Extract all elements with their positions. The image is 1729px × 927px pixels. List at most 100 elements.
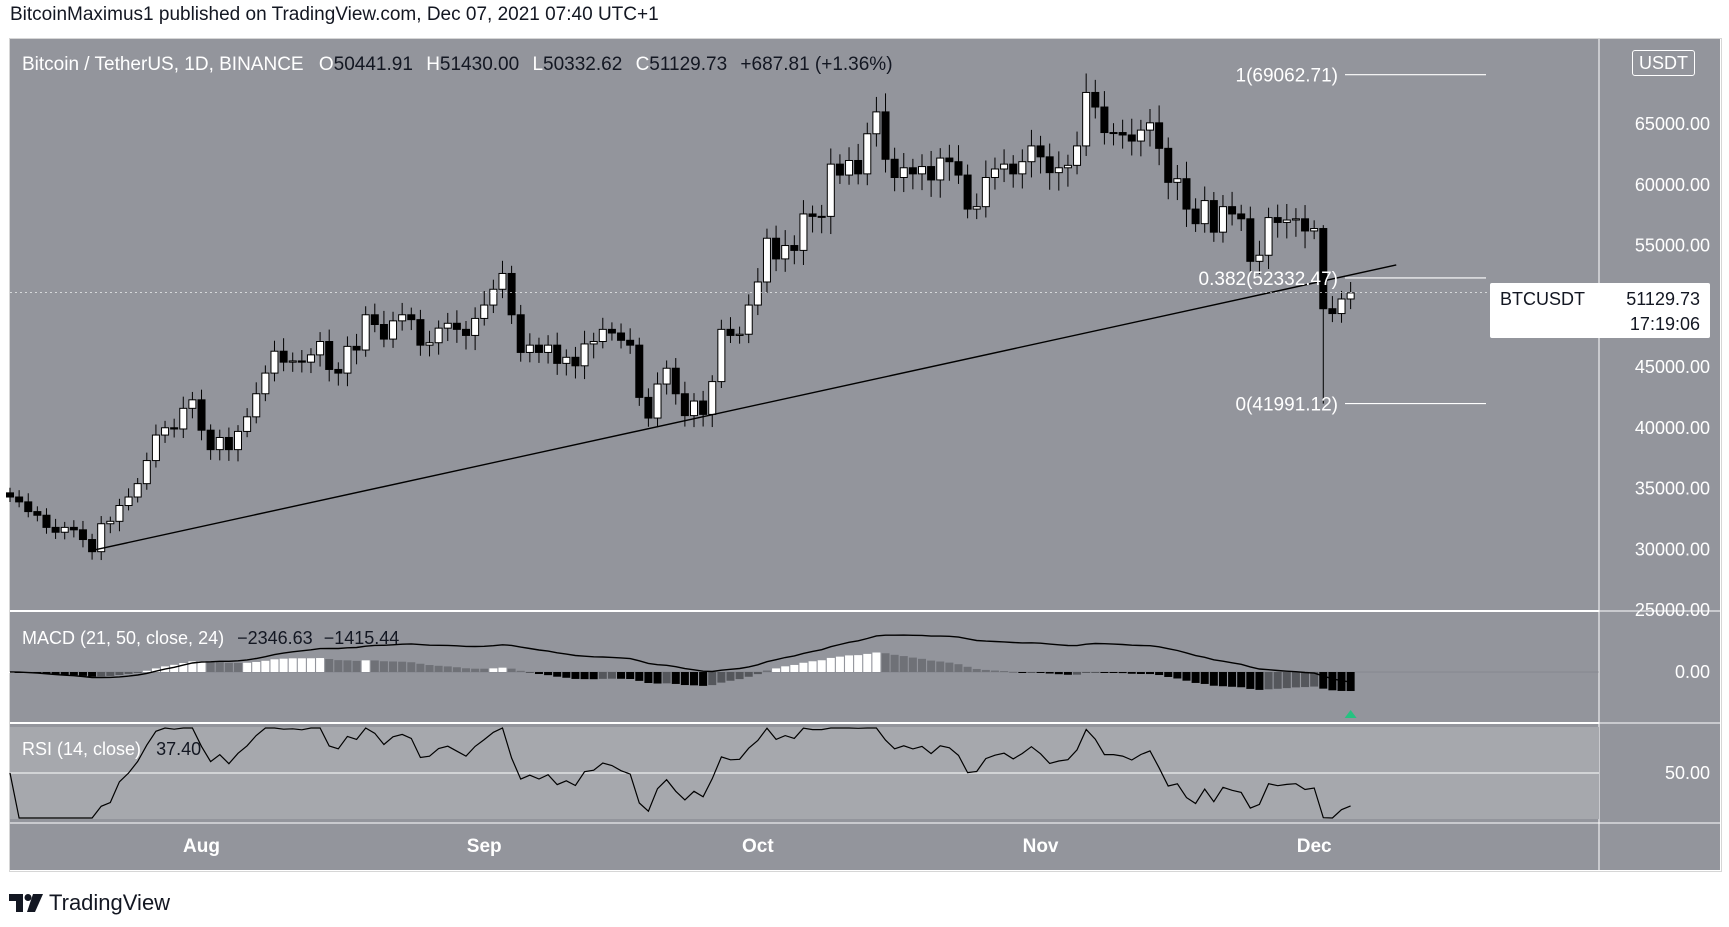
macd-histogram-bar [1155, 672, 1164, 676]
bull-candle [690, 400, 698, 417]
macd-histogram-bar [243, 662, 252, 672]
change-value: +687.81 (+1.36%) [740, 54, 893, 75]
macd-histogram-bar [480, 668, 489, 672]
bull-candle [398, 314, 407, 322]
macd-histogram-bar [179, 662, 188, 672]
bear-candle [699, 400, 708, 415]
y-tick-label: 65000.00 [1635, 114, 1710, 134]
y-tick-label: 30000.00 [1635, 539, 1710, 559]
bear-candle [571, 356, 580, 367]
macd-histogram-bar [407, 662, 416, 672]
macd-histogram-bar [525, 672, 534, 673]
bull-candle [489, 288, 498, 306]
macd-histogram-bar [316, 658, 325, 672]
macd-histogram-bar [589, 672, 598, 680]
ohlc-legend: Bitcoin / TetherUS, 1D, BINANCE O50441.9… [22, 54, 893, 76]
macd-histogram-bar [334, 660, 343, 672]
bull-candle [252, 393, 261, 418]
fib-level-0-label: 0(41991.12) [1236, 395, 1338, 416]
macd-histogram-bar [1136, 672, 1145, 675]
bear-candle [279, 350, 288, 363]
bull-candle [781, 245, 790, 260]
close-value: 51129.73 [649, 54, 728, 75]
bear-candle [854, 159, 863, 175]
bear-candle [881, 111, 890, 160]
macd-histogram-bar [735, 672, 744, 680]
bear-candle [1191, 208, 1200, 225]
bull-candle [753, 281, 762, 306]
bear-candle [835, 163, 844, 176]
macd-histogram-bar [1264, 672, 1273, 690]
macd-histogram-bar [845, 655, 854, 672]
bull-candle [799, 213, 808, 251]
tradingview-brand: TradingView [49, 890, 171, 915]
macd-histogram-bar [772, 668, 781, 672]
bull-candle [1218, 206, 1227, 233]
macd-histogram-bar [434, 665, 443, 672]
bear-candle [927, 166, 936, 181]
currency-badge[interactable]: USDT [1632, 50, 1695, 76]
bear-candle [1209, 200, 1218, 233]
time-axis-pane [10, 822, 1599, 870]
macd-histogram-bar [1146, 672, 1154, 675]
macd-histogram-bar [835, 656, 844, 672]
bull-candle [124, 496, 133, 507]
macd-histogram-bar [1337, 672, 1346, 691]
macd-histogram-bar [708, 672, 717, 686]
bull-candle [1255, 254, 1264, 262]
macd-histogram-bar [781, 666, 790, 672]
macd-histogram-bar [662, 672, 671, 684]
price-pane [10, 39, 1599, 610]
bear-candle [607, 328, 616, 334]
macd-histogram-bar [252, 661, 261, 672]
macd-histogram-bar [1045, 672, 1054, 674]
x-tick-label: Sep [467, 836, 502, 857]
macd-histogram-bar [1200, 672, 1209, 684]
macd-histogram-bar [690, 672, 698, 686]
macd-title: MACD (21, 50, close, 24) [22, 628, 225, 648]
bull-candle [863, 133, 872, 175]
bull-candle [1146, 122, 1154, 131]
macd-histogram-bar [115, 672, 124, 676]
bull-candle [598, 328, 607, 343]
bear-candle [1301, 218, 1310, 232]
bear-candle [1328, 308, 1337, 315]
macd-histogram-bar [963, 666, 972, 672]
y-tick-label: 35000.00 [1635, 479, 1710, 499]
bull-candle [151, 434, 160, 462]
macd-histogram-bar [1310, 672, 1319, 687]
macd-histogram-bar [1091, 672, 1100, 673]
bear-candle [33, 511, 42, 516]
bull-candle [106, 520, 115, 525]
macd-histogram-bar [653, 672, 662, 684]
macd-histogram-bar [671, 672, 680, 684]
bear-candle [644, 396, 653, 419]
bull-candle [306, 354, 315, 363]
macd-histogram-bar [498, 667, 507, 672]
macd-histogram-bar [343, 660, 352, 672]
macd-histogram-bar [1118, 672, 1127, 674]
macd-histogram-bar [607, 672, 616, 679]
bear-candle [334, 368, 343, 374]
bear-candle [671, 367, 680, 395]
macd-histogram-bar [927, 660, 936, 672]
price-tag-countdown: 17:19:06 [1629, 314, 1700, 334]
bear-candle [197, 399, 206, 431]
bull-candle [544, 344, 553, 353]
macd-histogram-bar [124, 672, 133, 674]
macd-histogram-bar [626, 672, 635, 679]
bull-candle [1291, 218, 1300, 221]
bull-candle [918, 166, 926, 175]
macd-histogram-bar [325, 659, 334, 672]
bull-candle [735, 333, 744, 336]
bear-candle [1127, 134, 1136, 142]
price-tag-price: 51129.73 [1626, 289, 1700, 309]
macd-histogram-bar [990, 670, 999, 672]
bull-candle [981, 176, 990, 208]
macd-histogram-bar [1073, 672, 1082, 675]
tradingview-logo[interactable]: TradingView [9, 890, 170, 916]
macd-histogram-bar [270, 659, 279, 672]
macd-histogram-bar [1173, 672, 1182, 679]
macd-histogram-bar [1291, 672, 1300, 688]
